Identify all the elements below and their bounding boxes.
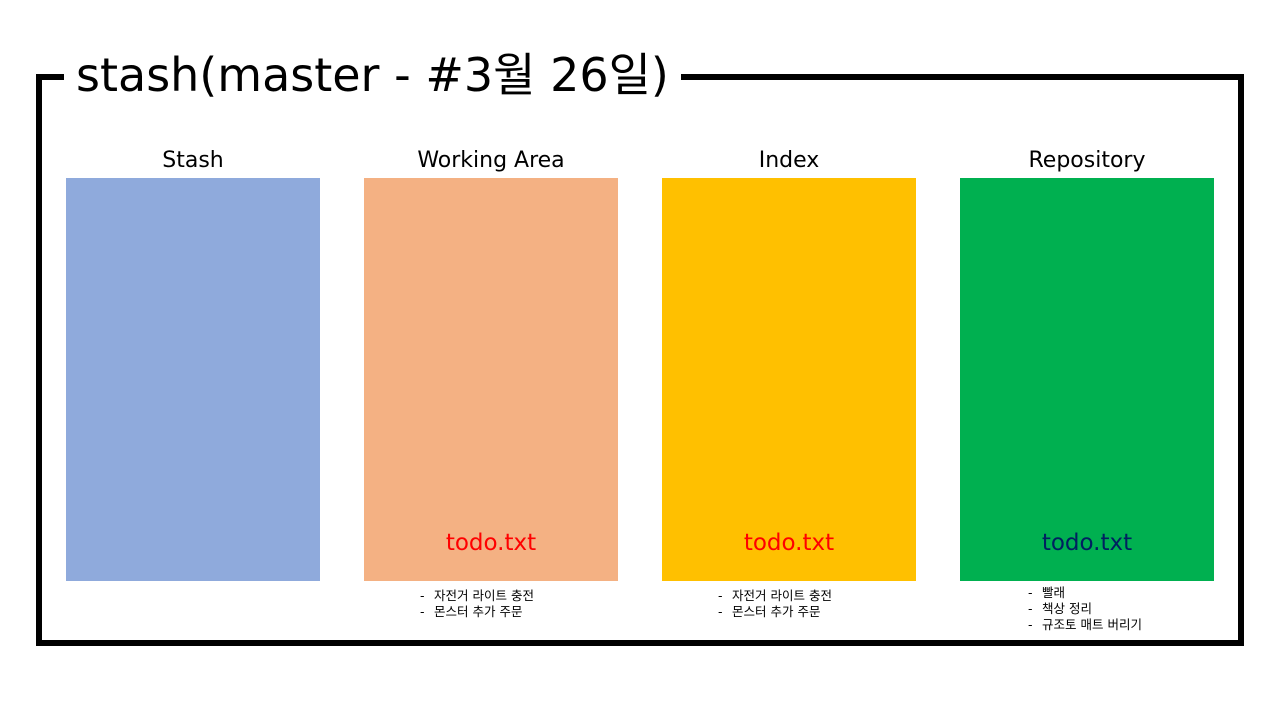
note-bullet: - [1028,585,1033,600]
repository-file: todo.txt [1041,530,1133,556]
note-bullet: - [1028,601,1033,616]
note-text: 규조토 매트 버리기 [1042,617,1142,632]
note-text: 빨래 [1042,585,1066,600]
note-text: 자전거 라이트 충전 [434,588,534,603]
repository-note: - 규조토 매트 버리기 [1028,617,1142,633]
column-label-index: Index [758,148,820,173]
note-bullet: - [420,588,425,603]
working-area-file: todo.txt [445,530,537,556]
working-area: todo.txt [364,178,618,581]
working-area-note: - 자전거 라이트 충전 [420,588,534,604]
column-label-repository: Repository [1028,148,1146,173]
repository-area: todo.txt [960,178,1214,581]
working-area-notes: - 자전거 라이트 충전 - 몬스터 추가 주문 [420,588,534,620]
note-text: 자전거 라이트 충전 [732,588,832,603]
diagram-title: stash(master - #3월 26일) [64,40,681,110]
index-note: - 몬스터 추가 주문 [718,604,832,620]
column-label-working-area: Working Area [417,148,565,173]
note-text: 몬스터 추가 주문 [732,604,821,619]
note-bullet: - [718,604,723,619]
repository-notes: - 빨래 - 책상 정리 - 규조토 매트 버리기 [1028,585,1142,633]
note-bullet: - [1028,617,1033,632]
index-notes: - 자전거 라이트 충전 - 몬스터 추가 주문 [718,588,832,620]
working-area-note: - 몬스터 추가 주문 [420,604,534,620]
index-area: todo.txt [662,178,916,581]
column-label-stash: Stash [162,148,224,173]
index-file: todo.txt [743,530,835,556]
note-text: 책상 정리 [1042,601,1092,616]
note-bullet: - [718,588,723,603]
note-bullet: - [420,604,425,619]
stash-area [66,178,320,581]
repository-note: - 빨래 [1028,585,1142,601]
index-note: - 자전거 라이트 충전 [718,588,832,604]
note-text: 몬스터 추가 주문 [434,604,523,619]
repository-note: - 책상 정리 [1028,601,1142,617]
